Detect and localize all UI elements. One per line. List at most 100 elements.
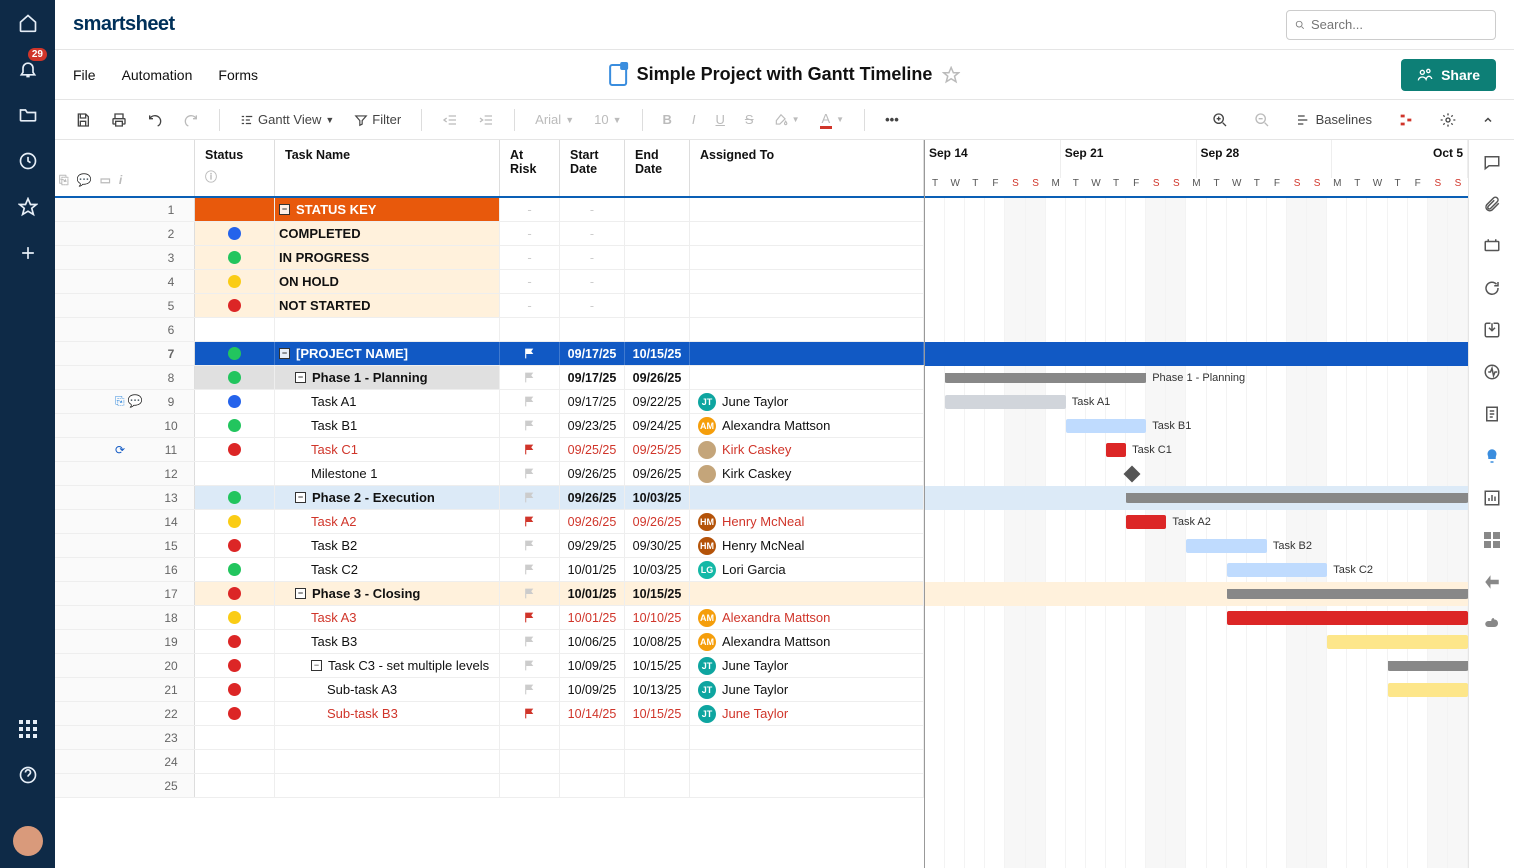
flag-icon[interactable] [523,635,536,648]
critical-path-icon[interactable] [1392,108,1420,132]
proofs-icon[interactable] [1482,236,1502,256]
collapse-toggle[interactable]: − [295,588,306,599]
table-row[interactable]: 18Task A310/01/2510/10/25AMAlexandra Mat… [55,606,924,630]
status-dot[interactable] [228,563,241,576]
gantt-row[interactable]: Milestone 1 [925,462,1468,486]
start-date[interactable]: 09/25/25 [568,443,617,457]
refresh-indicator-icon[interactable]: ⟳ [115,443,125,457]
gantt-bar[interactable]: Task B1 [1066,419,1146,433]
gantt-bar[interactable] [1388,661,1468,671]
end-date[interactable]: 10/13/25 [633,683,682,697]
end-date[interactable]: 10/10/25 [633,611,682,625]
end-date[interactable]: 09/26/25 [633,371,682,385]
apps-icon[interactable] [17,718,39,740]
start-date[interactable]: 10/01/25 [568,611,617,625]
end-date[interactable]: 09/24/25 [633,419,682,433]
activity-icon[interactable] [1482,362,1502,382]
start-date[interactable]: 10/09/25 [568,659,617,673]
table-row[interactable]: 10Task B109/23/2509/24/25AMAlexandra Mat… [55,414,924,438]
favorites-icon[interactable] [17,196,39,218]
brandfolder-icon[interactable] [1482,572,1502,592]
table-row[interactable]: 3IN PROGRESS-- [55,246,924,270]
gantt-bar[interactable]: Phase 2 - Execution [1126,493,1468,503]
gantt-row[interactable]: Phase 2 - Execution [925,486,1468,510]
table-row[interactable]: ⎘💬9Task A109/17/2509/22/25JTJune Taylor [55,390,924,414]
collapse-toggle[interactable]: − [279,348,290,359]
flag-icon[interactable] [523,395,536,408]
end-date[interactable]: 09/30/25 [633,539,682,553]
gantt-bar[interactable] [1227,589,1468,599]
gantt-row[interactable]: Task A2 [925,510,1468,534]
settings-icon[interactable] [1434,108,1462,132]
gantt-row[interactable] [925,198,1468,222]
attach-header-icon[interactable]: ⎘ [59,173,69,188]
assignee-avatar[interactable]: HM [698,513,716,531]
col-assigned-to[interactable]: Assigned To [690,140,924,196]
gantt-row[interactable] [925,294,1468,318]
start-date[interactable]: 10/01/25 [568,587,617,601]
gantt-bar[interactable]: Task A2 [1126,515,1166,529]
flag-icon[interactable] [523,443,536,456]
gantt-row[interactable]: Task B1 [925,414,1468,438]
status-dot[interactable] [228,635,241,648]
status-dot[interactable] [228,347,241,360]
proof-header-icon[interactable]: ▭ [100,173,111,187]
gantt-row[interactable]: Task C2 [925,558,1468,582]
table-row[interactable]: ⟳11Task C109/25/2509/25/25Kirk Caskey [55,438,924,462]
flag-icon[interactable] [523,419,536,432]
gantt-row[interactable] [925,678,1468,702]
brain-icon[interactable] [1482,446,1502,466]
gantt-row[interactable] [925,246,1468,270]
font-select[interactable]: Arial ▼ [529,108,580,131]
end-date[interactable]: 10/15/25 [633,659,682,673]
assignee-avatar[interactable]: HM [698,537,716,555]
add-icon[interactable] [17,242,39,264]
gantt-row[interactable] [925,342,1468,366]
status-dot[interactable] [228,683,241,696]
collapse-toggle[interactable]: − [295,372,306,383]
search-box[interactable] [1286,10,1496,40]
table-row[interactable]: 20−Task C3 - set multiple levels10/09/25… [55,654,924,678]
gantt-row[interactable]: Task A1 [925,390,1468,414]
assignee-avatar[interactable]: LG [698,561,716,579]
home-icon[interactable] [17,12,39,34]
end-date[interactable]: 09/22/25 [633,395,682,409]
table-row[interactable]: 1−STATUS KEY-- [55,198,924,222]
menu-file[interactable]: File [73,67,96,83]
attach-indicator-icon[interactable]: ⎘ [115,394,125,409]
gantt-row[interactable] [925,606,1468,630]
work-insights-icon[interactable] [1482,488,1502,508]
conversations-icon[interactable] [1482,152,1502,172]
zoom-out-icon[interactable] [1248,108,1276,132]
save-icon[interactable] [69,108,97,132]
gantt-row[interactable] [925,774,1468,798]
col-start-date[interactable]: Start Date [560,140,625,196]
status-dot[interactable] [228,491,241,504]
end-date[interactable]: 09/25/25 [633,443,682,457]
status-dot[interactable] [228,227,241,240]
zoom-in-icon[interactable] [1206,108,1234,132]
status-dot[interactable] [228,539,241,552]
summary-icon[interactable] [1482,404,1502,424]
status-dot[interactable] [228,371,241,384]
col-at-risk[interactable]: At Risk [500,140,560,196]
connectors-icon[interactable] [1482,614,1502,634]
end-date[interactable]: 09/26/25 [633,467,682,481]
help-icon[interactable] [17,764,39,786]
search-input[interactable] [1311,17,1487,32]
table-row[interactable]: 8−Phase 1 - Planning09/17/2509/26/25 [55,366,924,390]
end-date[interactable]: 10/15/25 [633,707,682,721]
assignee-avatar[interactable] [698,441,716,459]
gantt-bar[interactable] [1327,635,1468,649]
menu-forms[interactable]: Forms [218,67,258,83]
share-button[interactable]: Share [1401,59,1496,91]
fill-color-icon[interactable]: ▼ [768,109,806,131]
sheet-title[interactable]: Simple Project with Gantt Timeline [637,64,933,85]
table-row[interactable]: 15Task B209/29/2509/30/25HMHenry McNeal [55,534,924,558]
gantt-row[interactable] [925,222,1468,246]
status-dot[interactable] [228,299,241,312]
gantt-row[interactable] [925,726,1468,750]
flag-icon[interactable] [523,467,536,480]
gantt-row[interactable]: Task C1 [925,438,1468,462]
assignee-avatar[interactable]: AM [698,417,716,435]
